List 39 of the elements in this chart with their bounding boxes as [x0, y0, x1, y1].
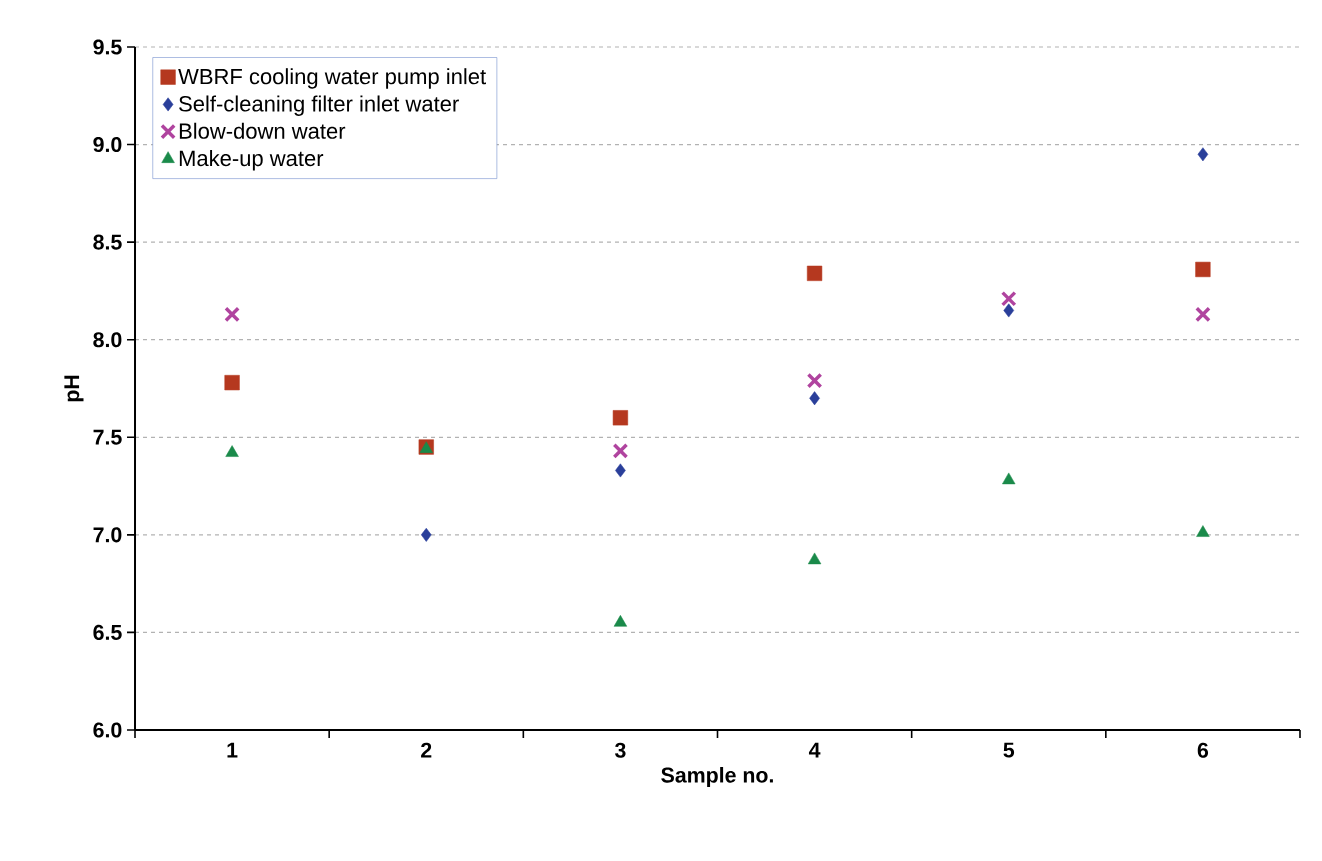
- x-tick-label: 5: [1003, 742, 1015, 758]
- legend-label: Blow-down water: [179, 122, 346, 139]
- y-tick-label: 9.0: [93, 137, 122, 153]
- point: [225, 445, 239, 457]
- y-axis-title: pH: [64, 375, 84, 402]
- point: [809, 391, 820, 406]
- point: [612, 443, 629, 459]
- legend-label: Make-up water: [179, 150, 324, 171]
- y-tick-label: 9.5: [93, 39, 122, 55]
- y-tick-label: 7.0: [93, 527, 122, 543]
- y-tick-label: 8.5: [93, 234, 122, 250]
- y-tick-label: 6.0: [93, 722, 122, 738]
- x-tick-label: 3: [614, 742, 626, 758]
- legend-label: WBRF cooling water pump inlet: [178, 68, 486, 89]
- y-tick-label: 6.5: [93, 624, 122, 640]
- point: [612, 410, 629, 426]
- point: [1002, 472, 1016, 485]
- point: [615, 463, 626, 478]
- point: [806, 372, 823, 389]
- point: [1197, 147, 1209, 162]
- point: [806, 265, 823, 281]
- x-tick-label: 6: [1197, 742, 1209, 758]
- point: [1195, 261, 1211, 278]
- point: [1195, 306, 1211, 323]
- y-tick-label: 8.0: [93, 332, 122, 348]
- point: [807, 552, 822, 565]
- x-axis-title: Sample no.: [661, 766, 773, 787]
- legend-label: Self-cleaning filter inlet water: [179, 95, 459, 116]
- point: [224, 306, 240, 323]
- point: [1000, 290, 1017, 307]
- y-tick-label: 7.5: [93, 429, 122, 445]
- point: [613, 615, 628, 627]
- point: [224, 375, 240, 391]
- point: [1196, 525, 1210, 537]
- point: [420, 527, 432, 542]
- x-tick-label: 2: [421, 742, 432, 758]
- point: [1003, 303, 1015, 318]
- x-tick-label: 1: [227, 742, 238, 758]
- x-tick-label: 4: [808, 742, 821, 758]
